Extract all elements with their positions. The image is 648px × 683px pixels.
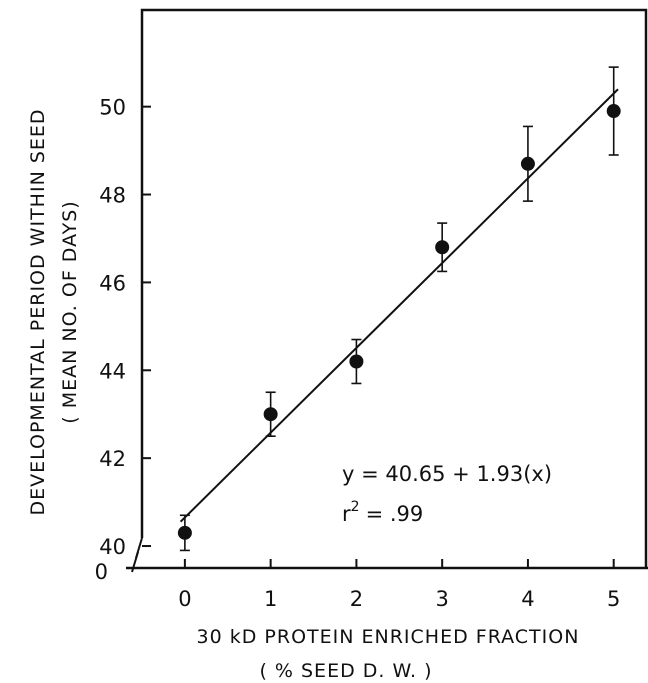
data-point <box>435 240 450 255</box>
x-tick-label: 5 <box>607 587 620 611</box>
y-axis-break <box>131 537 143 573</box>
y-ticks: 40 42 44 46 48 50 <box>99 96 151 559</box>
x-tick-label: 2 <box>350 587 363 611</box>
y-tick-label: 46 <box>99 271 126 295</box>
x-tick-label: 4 <box>521 587 534 611</box>
plot-frame <box>126 8 648 570</box>
y-tick-label: 48 <box>99 184 126 208</box>
x-ticks: 0 1 2 3 4 5 <box>178 559 620 611</box>
fit-line <box>179 88 619 523</box>
y-zero-label: 0 <box>95 560 108 584</box>
x-tick-label: 3 <box>435 587 448 611</box>
regression-line <box>179 88 619 523</box>
y-tick-label: 50 <box>99 96 126 120</box>
data-point <box>177 525 192 540</box>
data-point <box>349 354 364 369</box>
x-tick-label: 0 <box>178 587 191 611</box>
x-tick-label: 1 <box>264 587 277 611</box>
data-points <box>177 104 621 540</box>
r-squared-label: r2 = .99 <box>342 499 423 526</box>
y-axis-title: DEVELOPMENTAL PERIOD WITHIN SEED <box>27 108 49 515</box>
x-axis-subtitle: ( % SEED D. W. ) <box>259 660 432 682</box>
data-point <box>263 407 278 422</box>
y-tick-label: 44 <box>99 359 126 383</box>
data-point <box>606 104 621 119</box>
plot-border <box>140 8 648 568</box>
x-axis-title: 30 kD PROTEIN ENRICHED FRACTION <box>197 626 580 648</box>
y-tick-label: 42 <box>99 447 126 471</box>
y-tick-label: 40 <box>99 535 126 559</box>
axis-break-lower <box>131 551 139 573</box>
r-squared-value: = .99 <box>366 502 424 526</box>
fit-equation: y = 40.65 + 1.93(x) <box>342 462 552 486</box>
data-point <box>520 156 535 171</box>
y-axis-subtitle: ( MEAN NO. OF DAYS) <box>59 200 81 423</box>
